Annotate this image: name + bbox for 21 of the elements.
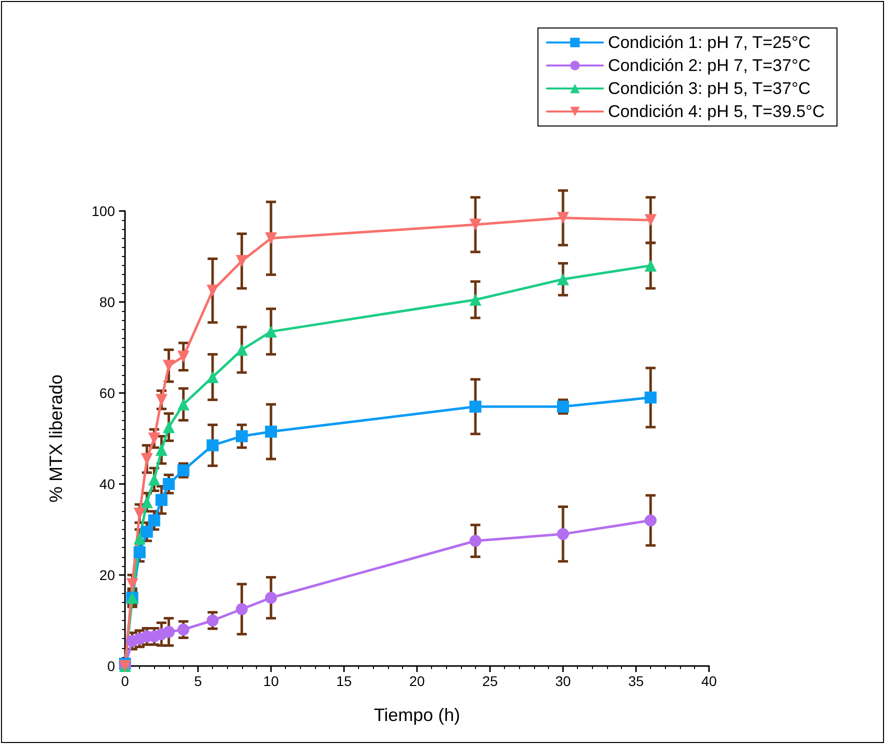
legend-label: Condición 4: pH 5, T=39.5°C [608, 102, 825, 121]
legend-label: Condición 1: pH 7, T=25°C [608, 33, 811, 52]
legend-label: Condición 3: pH 5, T=37°C [608, 79, 811, 98]
x-tick-label: 0 [121, 673, 130, 689]
y-tick-label: 0 [107, 658, 116, 674]
y-tick-label: 60 [99, 385, 116, 401]
y-tick-label: 100 [92, 203, 116, 219]
y-axis-title: % MTX liberado [46, 374, 66, 503]
x-tick-label: 30 [555, 673, 571, 689]
y-tick-label: 40 [99, 476, 116, 492]
x-tick-label: 40 [701, 673, 717, 689]
x-tick-label: 25 [482, 673, 498, 689]
x-tick-label: 20 [409, 673, 425, 689]
x-tick-label: 15 [336, 673, 352, 689]
y-tick-label: 80 [99, 294, 116, 310]
x-axis-title: Tiempo (h) [374, 705, 460, 725]
x-tick-label: 5 [194, 673, 202, 689]
x-tick-label: 35 [628, 673, 644, 689]
legend-label: Condición 2: pH 7, T=37°C [608, 56, 811, 75]
x-tick-label: 10 [263, 673, 279, 689]
y-tick-label: 20 [99, 567, 116, 583]
